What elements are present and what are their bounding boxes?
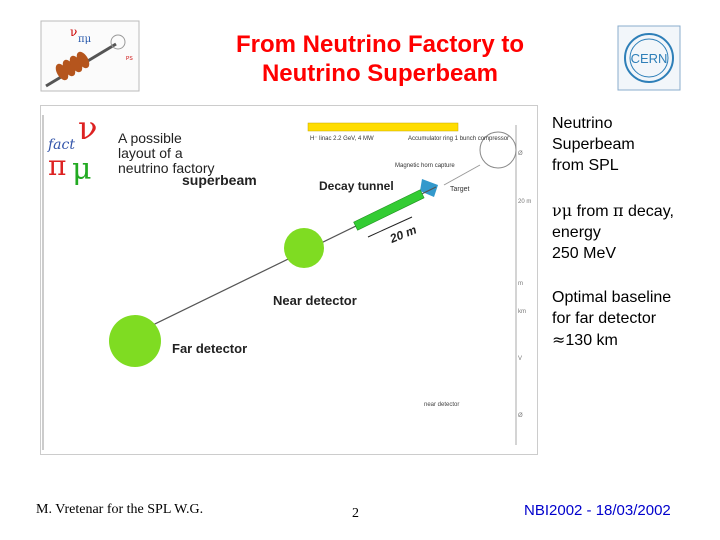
figure-caption-superbeam: superbeam — [182, 172, 257, 188]
accumulator-ring — [479, 131, 517, 169]
near-detector-label: Near detector — [273, 293, 357, 308]
superbeam-layout-figure: fact ν π μ A possible layout of a neutri… — [40, 105, 538, 455]
side-tick-5: V — [518, 356, 522, 362]
note-superbeam: Neutrino Superbeam from SPL — [552, 113, 717, 176]
footer-conference: NBI2002 - 18/03/2002 — [524, 502, 671, 519]
nu-symbol: ν — [552, 201, 562, 220]
title-line-2: Neutrino Superbeam — [261, 60, 499, 87]
figure-logo-mu: μ — [72, 152, 92, 187]
near-detector-sphere — [284, 228, 324, 268]
note-baseline-line-3: ≈130 km — [552, 329, 717, 351]
decay-tunnel — [353, 189, 425, 231]
far-detector-label: Far detector — [172, 341, 247, 356]
horn-label: Magnetic horn capture — [395, 163, 455, 169]
side-tick-2: 20 m — [518, 199, 531, 205]
svg-text:ν: ν — [70, 25, 77, 39]
footer-author: M. Vretenar for the SPL W.G. — [36, 502, 204, 517]
side-tick-6: Ø — [518, 413, 523, 419]
cern-logo: CERN — [617, 25, 681, 91]
neutrino-factory-logo: ν πμ PS — [40, 20, 140, 92]
svg-text:PS: PS — [126, 56, 133, 62]
svg-text:πμ: πμ — [78, 34, 92, 45]
side-tick-4: km — [518, 309, 526, 315]
note-baseline: Optimal baseline for far detector ≈130 k… — [552, 287, 717, 351]
figure-logo-pi: π — [48, 149, 66, 182]
side-tick-3: m — [518, 281, 523, 287]
linac-bar — [307, 122, 459, 132]
note-baseline-line-1: Optimal baseline — [552, 289, 672, 306]
figure-logo-nu: ν — [78, 109, 97, 147]
note-decay-word: decay, — [623, 203, 674, 220]
note-decay: νμ from π decay, energy 250 MeV — [552, 200, 717, 264]
note-decay-from: from — [572, 203, 614, 220]
note-decay-line-2: energy — [552, 224, 601, 241]
note-superbeam-line-2: Superbeam — [552, 136, 635, 153]
note-superbeam-line-1: Neutrino — [552, 115, 613, 132]
figure-logo-fact: fact — [47, 137, 75, 153]
figure-caption-line-2: layout of a — [118, 145, 183, 161]
title-line-1: From Neutrino Factory to — [235, 31, 524, 58]
far-detector-sphere — [109, 315, 161, 367]
mu-symbol: μ — [561, 201, 573, 220]
svg-text:CERN: CERN — [631, 51, 668, 66]
side-tick-1: Ø — [518, 151, 523, 157]
note-baseline-value: 130 km — [565, 332, 618, 349]
decay-tunnel-label: Decay tunnel — [319, 179, 394, 193]
approx-symbol: ≈ — [552, 330, 566, 349]
note-superbeam-line-3: from SPL — [552, 157, 619, 174]
slide-title: From Neutrino Factory to Neutrino Superb… — [150, 30, 610, 88]
note-decay-line-1: νμ from π decay, — [552, 200, 717, 222]
note-decay-line-3: 250 MeV — [552, 245, 617, 262]
page-number: 2 — [352, 506, 359, 521]
accumulator-label: Accumulator ring 1 bunch compressor — [408, 136, 509, 142]
figure-caption-line-1: A possible — [118, 130, 182, 146]
note-baseline-line-2: for far detector — [552, 310, 657, 327]
linac-label: H⁻ linac 2.2 GeV, 4 MW — [310, 136, 374, 142]
figure-caption-line-3: neutrino factory — [118, 160, 215, 176]
target-label: Target — [450, 186, 470, 193]
near-detector-small-label: near detector — [424, 402, 459, 408]
pi-symbol: π — [613, 201, 624, 220]
